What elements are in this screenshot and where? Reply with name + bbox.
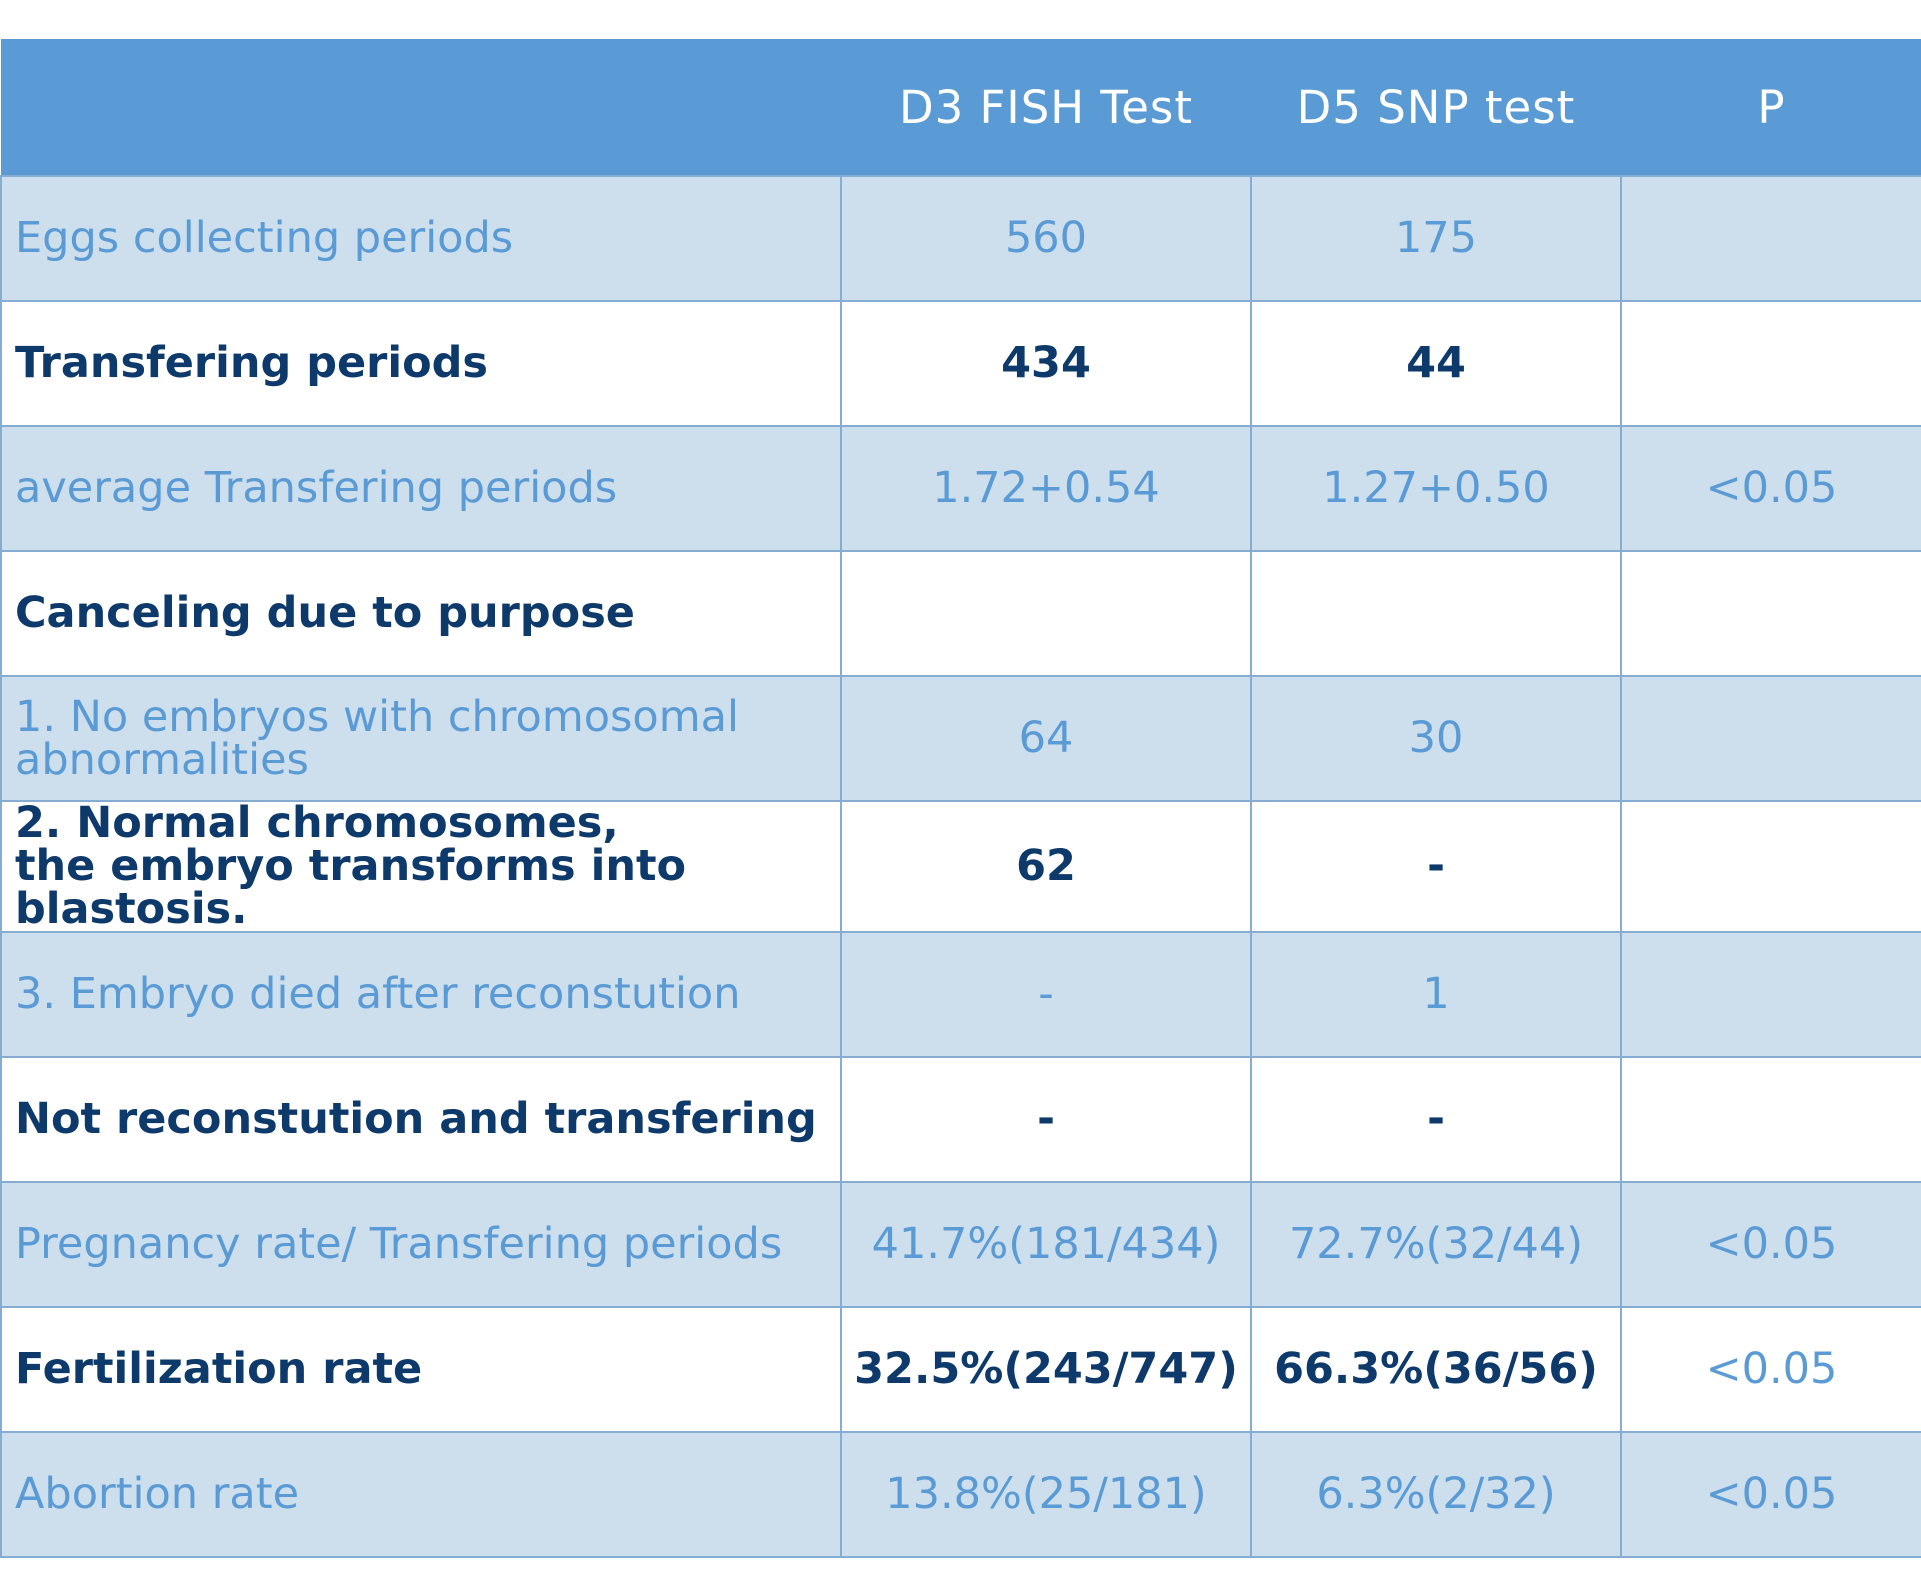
d3-value: 434 <box>840 300 1252 427</box>
table-row: Not reconstution and transfering - - <box>0 1056 1921 1183</box>
d3-value: - <box>840 1056 1252 1183</box>
header-cell-d5-snp: D5 SNP test <box>1251 39 1621 176</box>
p-value <box>1620 1056 1921 1183</box>
header-cell-d3-fish: D3 FISH Test <box>841 39 1251 176</box>
row-label-line1: 1. No embryos with chromosomal <box>15 691 739 742</box>
p-value <box>1620 931 1921 1058</box>
d3-value: 13.8%(25/181) <box>840 1431 1252 1558</box>
row-label: Pregnancy rate/ Transfering periods <box>0 1181 842 1308</box>
d3-value: 560 <box>840 175 1252 302</box>
d5-value: 175 <box>1250 175 1622 302</box>
d5-value: - <box>1250 800 1622 933</box>
table-row: Canceling due to purpose <box>0 550 1921 677</box>
d3-value: 64 <box>840 675 1252 802</box>
d5-value: 1 <box>1250 931 1622 1058</box>
d5-value: 1.27+0.50 <box>1250 425 1622 552</box>
d5-value: 44 <box>1250 300 1622 427</box>
table-row: average Transfering periods 1.72+0.54 1.… <box>0 425 1921 552</box>
d5-value: 30 <box>1250 675 1622 802</box>
row-label: average Transfering periods <box>0 425 842 552</box>
p-value: <0.05 <box>1620 1181 1921 1308</box>
table-row: 3. Embryo died after reconstution - 1 <box>0 931 1921 1058</box>
row-label-line1: 2. Normal chromosomes, <box>15 798 619 848</box>
d3-value: 62 <box>840 800 1252 933</box>
d3-value: - <box>840 931 1252 1058</box>
row-label: 1. No embryos with chromosomal abnormali… <box>0 675 842 802</box>
p-value: <0.05 <box>1620 1431 1921 1558</box>
d5-value: 6.3%(2/32) <box>1250 1431 1622 1558</box>
d3-value: 32.5%(243/747) <box>840 1306 1252 1433</box>
d3-value: 1.72+0.54 <box>840 425 1252 552</box>
comparison-table-container: D3 FISH Test D5 SNP test P Eggs collecti… <box>0 39 1921 1558</box>
d5-value: - <box>1250 1056 1622 1183</box>
p-value <box>1620 675 1921 802</box>
d3-value: 41.7%(181/434) <box>840 1181 1252 1308</box>
row-label: Abortion rate <box>0 1431 842 1558</box>
p-value <box>1620 550 1921 677</box>
p-value <box>1620 300 1921 427</box>
d5-value <box>1250 550 1622 677</box>
row-label-line2: the embryo transforms into blastosis. <box>15 841 687 934</box>
table-row: 1. No embryos with chromosomal abnormali… <box>0 675 1921 802</box>
header-cell-label <box>1 39 841 176</box>
p-value <box>1620 800 1921 933</box>
table-row: Abortion rate 13.8%(25/181) 6.3%(2/32) <… <box>0 1431 1921 1558</box>
row-label: Eggs collecting periods <box>0 175 842 302</box>
row-label: Canceling due to purpose <box>0 550 842 677</box>
row-label: 2. Normal chromosomes, the embryo transf… <box>0 798 842 934</box>
p-value: <0.05 <box>1620 1306 1921 1433</box>
row-label-line2: abnormalities <box>15 734 309 785</box>
table-row: Pregnancy rate/ Transfering periods 41.7… <box>0 1181 1921 1308</box>
row-label: 3. Embryo died after reconstution <box>0 931 842 1058</box>
comparison-table: D3 FISH Test D5 SNP test P Eggs collecti… <box>0 39 1921 1558</box>
d5-value: 66.3%(36/56) <box>1250 1306 1622 1433</box>
table-header-row: D3 FISH Test D5 SNP test P <box>1 39 1921 176</box>
table-row: Transfering periods 434 44 <box>0 300 1921 427</box>
table-row: 2. Normal chromosomes, the embryo transf… <box>0 798 1921 934</box>
table-row: Eggs collecting periods 560 175 <box>0 175 1921 302</box>
d3-value <box>840 550 1252 677</box>
table-row: Fertilization rate 32.5%(243/747) 66.3%(… <box>0 1306 1921 1433</box>
p-value <box>1620 175 1921 302</box>
row-label: Transfering periods <box>0 300 842 427</box>
p-value: <0.05 <box>1620 425 1921 552</box>
header-cell-p: P <box>1621 39 1921 176</box>
row-label: Fertilization rate <box>0 1306 842 1433</box>
row-label: Not reconstution and transfering <box>0 1056 842 1183</box>
d5-value: 72.7%(32/44) <box>1250 1181 1622 1308</box>
